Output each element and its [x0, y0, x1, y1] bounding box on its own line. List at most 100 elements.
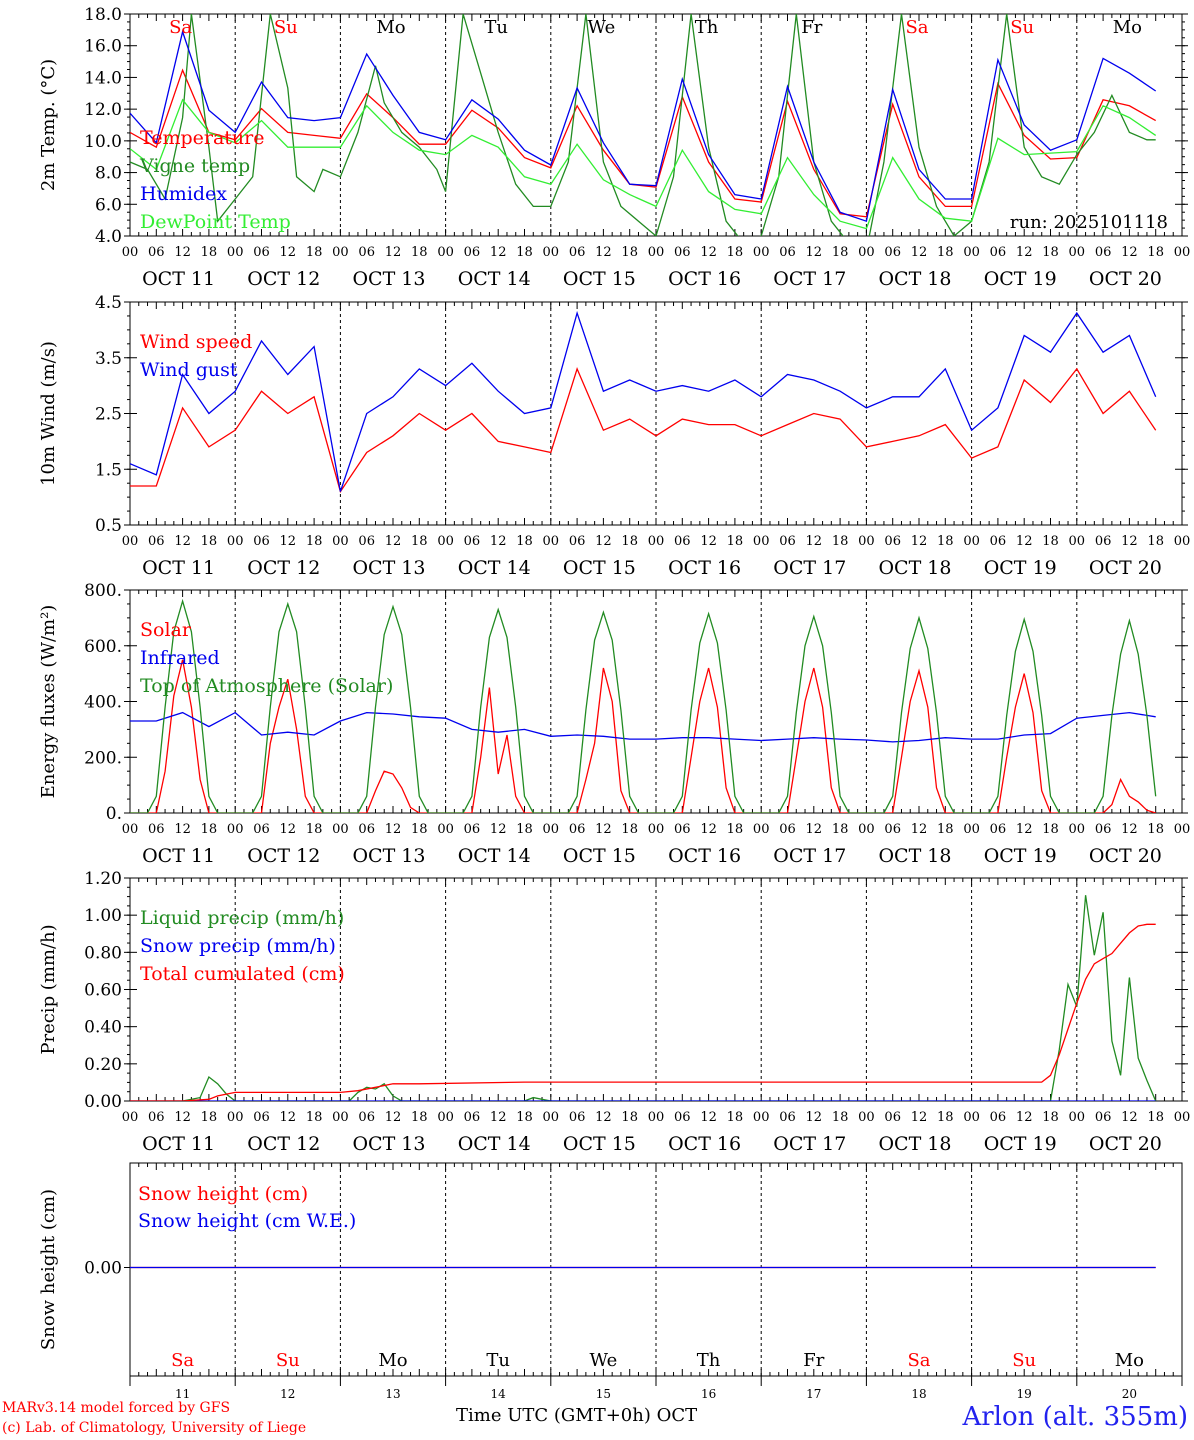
hour-tick-label: 18 [727, 1110, 744, 1125]
series-line-liquid-precip-mm-h- [130, 895, 1157, 1101]
hour-tick-label: 00 [963, 245, 980, 260]
day-label: OCT 13 [352, 557, 425, 579]
y-tick-label: 10.0 [84, 132, 122, 152]
hour-tick-label: 12 [1121, 822, 1138, 837]
hour-tick-label: 12 [280, 1110, 297, 1125]
hour-tick-label: 06 [779, 245, 796, 260]
hour-tick-label: 00 [753, 245, 770, 260]
hour-tick-label: 00 [1174, 1110, 1191, 1125]
day-label: OCT 16 [668, 845, 741, 867]
hour-tick-label: 06 [990, 245, 1007, 260]
day-label: OCT 17 [773, 845, 846, 867]
weekday-label: Su [1010, 17, 1034, 38]
hour-tick-label: 06 [253, 1110, 270, 1125]
hour-tick-label: 18 [516, 1110, 533, 1125]
day-number-label: 11 [175, 1387, 190, 1400]
hour-tick-label: 12 [174, 534, 191, 549]
hour-tick-label: 18 [201, 1110, 218, 1125]
day-label: OCT 11 [142, 1133, 215, 1155]
y-tick-label: 18.0 [84, 5, 122, 25]
y-tick-label: 14.0 [84, 68, 122, 88]
hour-tick-label: 12 [385, 822, 402, 837]
y-tick-label: 0.60 [84, 981, 122, 1001]
hour-tick-label: 06 [674, 245, 691, 260]
weekday-label: Th [695, 17, 719, 38]
hour-tick-label: 18 [1147, 1110, 1164, 1125]
legend-entry: Infrared [140, 647, 220, 669]
hour-tick-label: 06 [884, 245, 901, 260]
hour-tick-label: 18 [727, 534, 744, 549]
weekday-label: Tu [484, 17, 508, 38]
hour-tick-label: 18 [1147, 534, 1164, 549]
hour-tick-label: 06 [148, 245, 165, 260]
hour-tick-label: 06 [464, 822, 481, 837]
day-label: OCT 20 [1089, 845, 1162, 867]
hour-tick-label: 18 [937, 822, 954, 837]
day-number-label: 20 [1122, 1387, 1137, 1400]
hour-tick-label: 18 [306, 245, 323, 260]
hour-tick-label: 12 [280, 534, 297, 549]
legend-entry: Vigne temp [139, 155, 250, 177]
hour-tick-label: 12 [700, 822, 717, 837]
meteogram-chart: 4.0 6.0 8.0 10.0 12.0 14.0 16.0 18.0 2m Temp. (°… [38, 5, 1191, 1400]
hour-tick-label: 12 [700, 534, 717, 549]
hour-tick-label: 06 [779, 822, 796, 837]
legend-entry: Temperature [140, 127, 264, 149]
hour-tick-label: 12 [595, 245, 612, 260]
hour-tick-label: 06 [253, 822, 270, 837]
hour-tick-label: 06 [884, 822, 901, 837]
weekday-label: Sa [169, 17, 192, 38]
hour-tick-label: 06 [569, 534, 586, 549]
day-label: OCT 12 [247, 268, 320, 290]
series-line-wind-gust [130, 310, 1157, 492]
hour-tick-label: 06 [990, 534, 1007, 549]
hour-tick-label: 12 [595, 534, 612, 549]
hour-tick-label: 00 [648, 245, 665, 260]
legend-entry: Snow height (cm) [138, 1183, 308, 1205]
day-label: OCT 19 [984, 1133, 1057, 1155]
hour-tick-label: 18 [727, 822, 744, 837]
hour-tick-label: 12 [595, 822, 612, 837]
hour-tick-label: 00 [963, 534, 980, 549]
hour-tick-label: 06 [990, 1110, 1007, 1125]
hour-tick-label: 18 [411, 534, 428, 549]
hour-tick-label: 12 [700, 1110, 717, 1125]
hour-tick-label: 12 [1016, 1110, 1033, 1125]
series-line-total-cumulated-cm- [130, 923, 1156, 1101]
hour-tick-label: 12 [490, 822, 507, 837]
weekday-label: Su [1012, 1350, 1036, 1371]
hour-tick-label: 00 [1069, 245, 1086, 260]
hour-tick-label: 06 [148, 822, 165, 837]
y-axis-label: 2m Temp. (°C) [38, 59, 59, 191]
day-number-label: 14 [491, 1387, 507, 1400]
hour-tick-label: 06 [464, 245, 481, 260]
hour-tick-label: 12 [806, 1110, 823, 1125]
hour-tick-label: 06 [358, 245, 375, 260]
legend-entry: Top of Atmosphere (Solar) [140, 675, 393, 697]
hour-tick-label: 06 [569, 1110, 586, 1125]
day-label: OCT 15 [563, 268, 636, 290]
hour-tick-label: 18 [411, 822, 428, 837]
hour-tick-label: 18 [516, 245, 533, 260]
hour-tick-label: 06 [779, 1110, 796, 1125]
y-tick-label: 4.5 [95, 293, 122, 313]
hour-tick-label: 00 [1069, 822, 1086, 837]
hour-tick-label: 18 [727, 245, 744, 260]
hour-tick-label: 12 [385, 1110, 402, 1125]
day-label: OCT 19 [984, 268, 1057, 290]
y-axis-label: Energy fluxes (W/m²) [38, 605, 59, 799]
weekday-label: Th [697, 1350, 721, 1371]
y-tick-label: 400. [84, 693, 122, 713]
y-tick-label: 200. [84, 748, 122, 768]
y-tick-label: 0.20 [84, 1055, 122, 1075]
hour-tick-label: 18 [621, 1110, 638, 1125]
legend-entry: Total cumulated (cm) [140, 963, 345, 985]
hour-tick-label: 06 [148, 1110, 165, 1125]
hour-tick-label: 00 [437, 245, 454, 260]
legend-entry: Snow height (cm W.E.) [138, 1210, 356, 1232]
hour-tick-label: 18 [306, 1110, 323, 1125]
day-number-label: 18 [911, 1387, 926, 1400]
hour-tick-label: 00 [332, 534, 349, 549]
day-number-label: 16 [701, 1387, 716, 1400]
legend-entry: Wind speed [140, 331, 252, 353]
